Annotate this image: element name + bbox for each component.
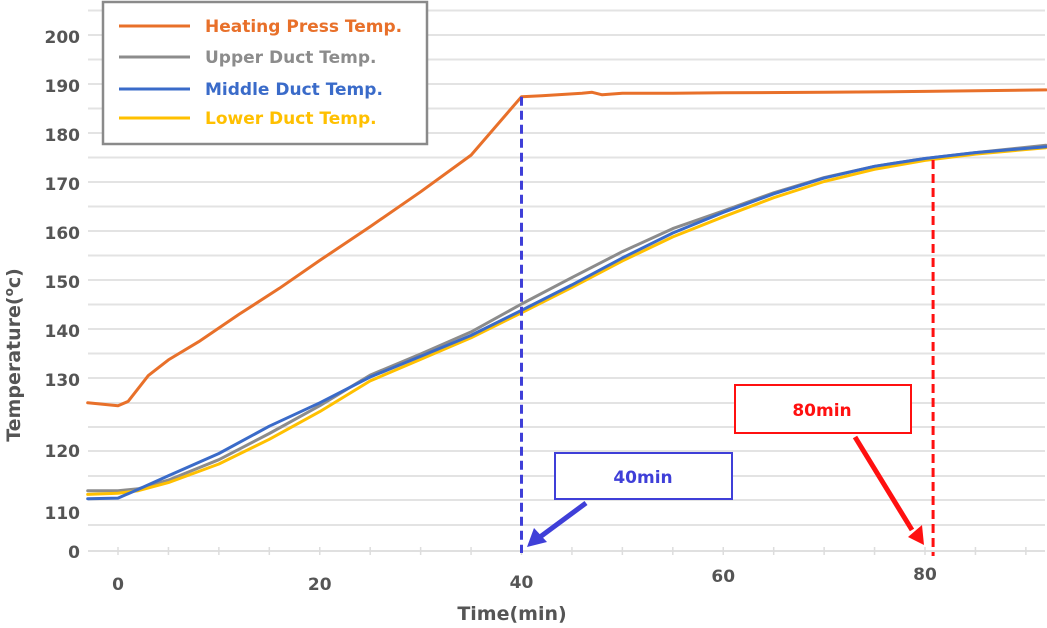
y-axis-title-prefix: Temperature( bbox=[3, 296, 25, 441]
x-axis-title: Time(min) bbox=[457, 603, 566, 625]
y-tick-label: 190 bbox=[45, 77, 81, 97]
y-tick-label: 150 bbox=[45, 273, 81, 293]
arrow-shaft-80min bbox=[852, 435, 915, 532]
y-tick-label: 110 bbox=[45, 504, 81, 524]
series-line-middle-duct-temp bbox=[86, 145, 1047, 501]
series-lines bbox=[86, 88, 1047, 501]
x-tick-label: 0 bbox=[112, 575, 124, 595]
legend-label-heating-press: Heating Press Temp. bbox=[205, 17, 402, 37]
y-axis: 200 190 180 170 160 150 140 130 120 110 0 bbox=[45, 28, 81, 563]
legend-label-upper-duct: Upper Duct Temp. bbox=[205, 48, 377, 68]
callout-box-80min bbox=[734, 384, 912, 434]
arrow-shaft-40min bbox=[538, 500, 588, 540]
x-tick-label: 20 bbox=[308, 575, 332, 595]
annotations: 40min 80min bbox=[520, 96, 935, 556]
arrow-head-80min bbox=[908, 525, 924, 545]
legend-label-middle-duct: Middle Duct Temp. bbox=[205, 80, 383, 100]
x-tick-label: 80 bbox=[913, 565, 937, 585]
y-axis-title: Temperature(oc) bbox=[2, 268, 25, 442]
callout-box-40min bbox=[554, 452, 733, 500]
legend: Heating Press Temp. Upper Duct Temp. Mid… bbox=[101, 0, 429, 146]
y-axis-title-sup: o bbox=[2, 288, 16, 296]
arrow-head-40min bbox=[527, 528, 547, 547]
y-tick-label: 200 bbox=[45, 28, 81, 48]
y-tick-label: 120 bbox=[45, 442, 81, 462]
x-tick-label: 40 bbox=[510, 573, 534, 593]
y-tick-label: 160 bbox=[45, 224, 81, 244]
callout-label-80min: 80min bbox=[792, 401, 851, 421]
y-tick-label: 180 bbox=[45, 126, 81, 146]
callout-label-40min: 40min bbox=[613, 468, 672, 488]
y-tick-label: 0 bbox=[68, 543, 80, 563]
y-tick-label: 170 bbox=[45, 175, 81, 195]
x-axis: 0 20 40 60 80 bbox=[88, 547, 1045, 595]
y-tick-label: 130 bbox=[45, 371, 81, 391]
y-tick-label: 140 bbox=[45, 322, 81, 342]
legend-label-lower-duct: Lower Duct Temp. bbox=[205, 109, 377, 129]
series-line-heating-press-temp bbox=[86, 88, 1047, 408]
x-tick-label: 60 bbox=[711, 567, 735, 587]
y-axis-title-suffix: c) bbox=[3, 268, 25, 288]
